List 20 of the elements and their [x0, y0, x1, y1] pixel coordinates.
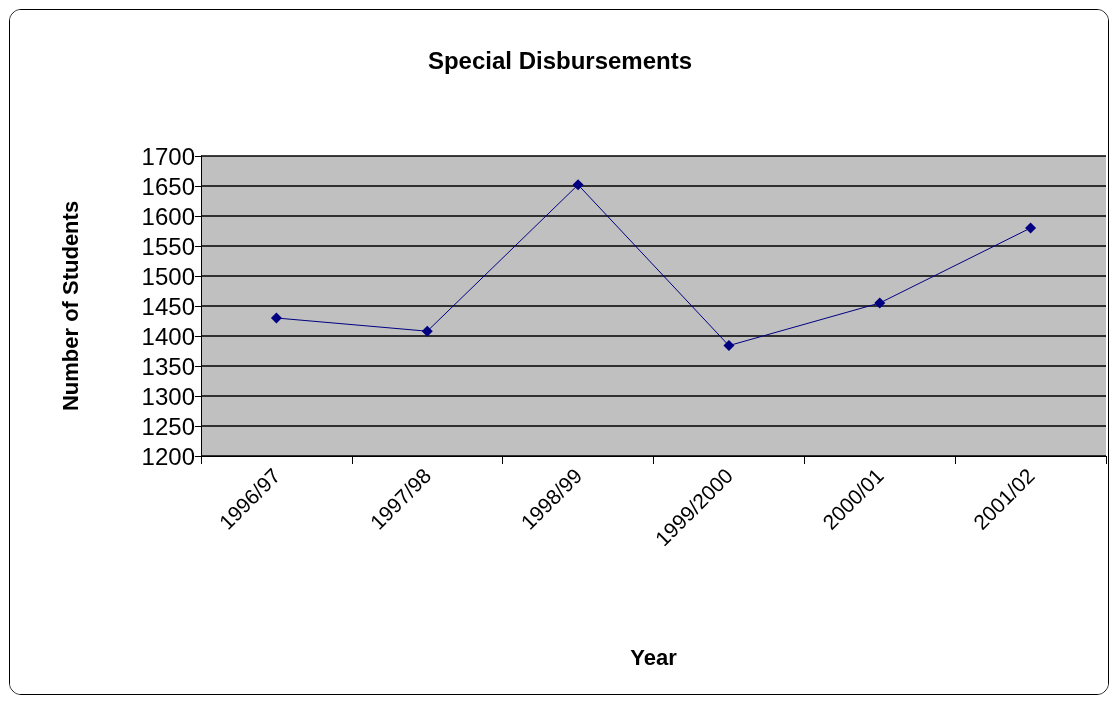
point — [572, 179, 584, 191]
point — [1025, 222, 1037, 234]
y-tick-label: 1450 — [141, 292, 195, 320]
y-tick-label: 1300 — [141, 382, 195, 410]
point — [874, 297, 886, 309]
y-axis-title: Number of Students — [57, 200, 83, 412]
chart-title: Special Disbursements — [427, 46, 693, 74]
y-tick-label: 1400 — [141, 322, 195, 350]
x-axis-title: Year — [630, 644, 678, 670]
y-tick-label: 1650 — [141, 172, 195, 200]
point — [723, 340, 735, 352]
y-tick-label: 1550 — [141, 232, 195, 260]
y-tick-label: 1600 — [141, 202, 195, 230]
y-tick-label: 1350 — [141, 352, 195, 380]
y-tick-label: 1700 — [141, 142, 195, 170]
y-tick-label: 1200 — [141, 442, 195, 470]
y-tick-label: 1250 — [141, 412, 195, 440]
point — [421, 325, 433, 337]
point — [270, 312, 282, 324]
y-tick-label: 1500 — [141, 262, 195, 290]
